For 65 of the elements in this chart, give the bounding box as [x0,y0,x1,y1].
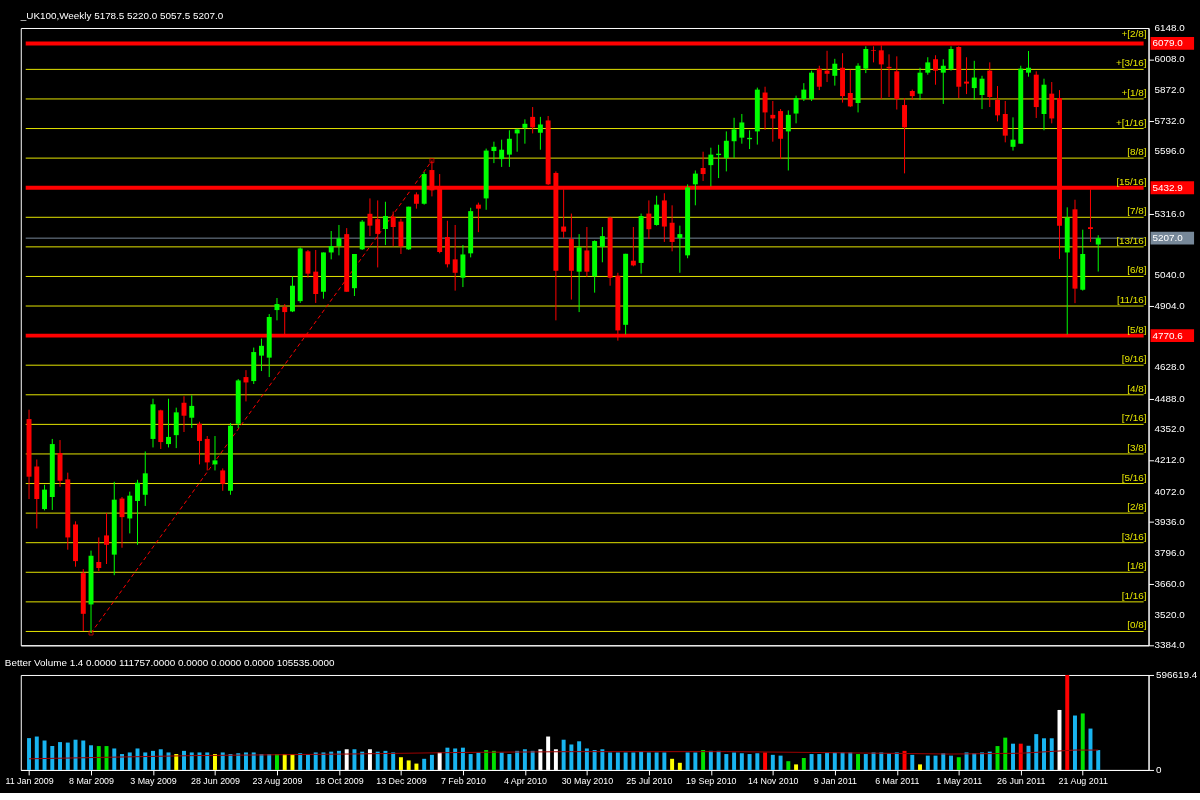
annotation: [7/8] [1127,205,1147,217]
x-tick-label: 6 Mar 2011 [875,776,920,787]
chart-title: Better Volume 1.4 0.0000 111757.0000 0.0000 0.0000 0.0000 105535.0000 [4,657,336,669]
annotation: [0/8] [1127,619,1147,631]
y-tick-label: 5872.0 [1154,83,1186,95]
annotation: [3/8] [1127,441,1147,453]
y-tick-label: 4904.0 [1154,299,1186,311]
y-tick-label: 3936.0 [1154,515,1186,527]
x-tick-label: 3 May 2009 [130,776,177,787]
x-tick-label: 8 Mar 2009 [69,776,115,787]
x-tick-label: 25 Jul 2010 [626,776,673,787]
annotation: [5/8] [1127,323,1147,335]
x-tick-label: 9 Jan 2011 [813,776,858,787]
x-tick-label: 18 Oct 2009 [315,776,364,787]
y-tick-label: 4488.0 [1154,392,1186,404]
x-tick-label: 11 Jan 2009 [5,776,54,787]
annotation: [5/16] [1121,471,1147,483]
y-tick-label: 4072.0 [1154,485,1186,497]
annotation: [13/16] [1116,234,1147,246]
ref-line-label: 5432.9 [1152,181,1184,193]
y-tick-label: 3660.0 [1154,577,1186,589]
y-tick-label: 5040.0 [1154,269,1186,281]
y-tick-label: 5596.0 [1154,145,1186,157]
ref-line-label: 6079.0 [1152,37,1184,49]
annotation: [4/8] [1127,382,1147,394]
y-tick-label: 4352.0 [1154,423,1186,435]
x-tick-label: 21 Aug 2011 [1058,776,1108,787]
annotation: [3/16] [1121,530,1147,542]
annotation: [7/16] [1121,412,1147,424]
x-tick-label: 13 Dec 2009 [376,776,427,787]
x-tick-label: 14 Nov 2010 [748,776,799,787]
annotation: +[1/8] [1121,86,1147,98]
annotation: [1/16] [1121,589,1147,601]
ref-line-label: 4770.6 [1152,329,1184,341]
y-tick-label: 3384.0 [1154,639,1186,651]
annotation: [6/8] [1127,264,1147,276]
annotation: [11/16] [1117,294,1147,306]
y-tick-label: 4212.0 [1154,454,1186,466]
y-tick-label: 0 [1155,764,1162,776]
annotation: [15/16] [1116,175,1147,187]
chart-title: _UK100,Weekly 5178.5 5220.0 5057.5 5207.0 [19,10,224,22]
annotation: +[2/8] [1121,27,1147,39]
y-tick-label: 4628.0 [1154,361,1186,373]
y-tick-label: 5732.0 [1154,114,1186,126]
x-tick-label: 1 May 2011 [936,776,983,787]
x-tick-label: 23 Aug 2009 [252,776,303,787]
x-tick-label: 7 Feb 2010 [440,776,486,787]
y-tick-label: 3796.0 [1154,547,1186,559]
x-tick-label: 28 Jun 2009 [191,776,240,787]
annotation: [2/8] [1127,501,1147,513]
x-tick-label: 4 Apr 2010 [503,776,547,787]
y-tick-label: 6148.0 [1154,21,1186,33]
annotation: [8/8] [1127,146,1147,158]
annotation: [9/16] [1121,353,1147,365]
y-tick-label: 6008.0 [1154,53,1186,65]
y-tick-label: 596619.4 [1155,669,1198,681]
annotation: +[3/16] [1116,57,1147,69]
annotation: [1/8] [1127,560,1147,572]
x-tick-label: 30 May 2010 [561,776,614,787]
x-tick-label: 26 Jun 2011 [997,776,1046,787]
ref-line-label: 5207.0 [1152,232,1184,244]
y-tick-label: 3520.0 [1154,608,1186,620]
annotation: +[1/16] [1116,116,1147,128]
y-tick-label: 5316.0 [1154,207,1186,219]
x-tick-label: 19 Sep 2010 [686,776,737,787]
